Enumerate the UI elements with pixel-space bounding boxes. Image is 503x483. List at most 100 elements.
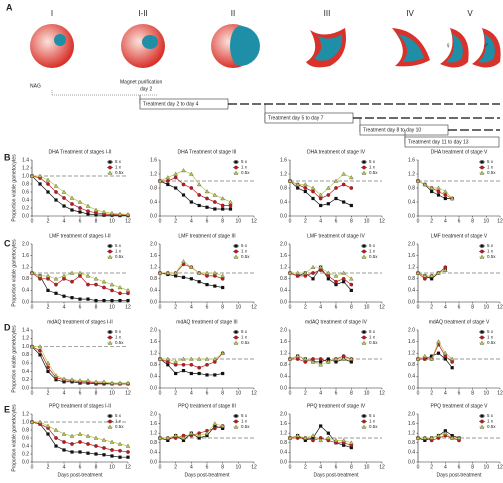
marker — [303, 189, 307, 194]
legend-label: 0.5x — [487, 254, 496, 259]
treatment-label: Treatment day 2 to day 4 — [143, 101, 199, 107]
marker — [69, 433, 75, 438]
marker — [221, 426, 225, 430]
x-tick-label: 6 — [335, 218, 338, 224]
marker — [212, 426, 217, 431]
marker — [61, 376, 67, 381]
marker — [165, 435, 171, 440]
legend-marker — [479, 424, 485, 429]
marker — [334, 283, 338, 287]
legend-marker — [361, 340, 367, 345]
y-tick-label: 0.8 — [280, 276, 287, 282]
x-tick-label: 4 — [190, 390, 193, 396]
y-tick-label: 1.2 — [22, 411, 29, 417]
marker — [53, 427, 59, 432]
marker — [77, 378, 83, 383]
y-tick-label: 1.2 — [22, 265, 29, 271]
marker — [212, 360, 217, 364]
x-tick-label: 0 — [289, 304, 292, 310]
marker — [311, 271, 315, 275]
marker — [326, 359, 331, 364]
x-tick-label: 2 — [304, 390, 307, 396]
marker — [101, 279, 107, 284]
marker — [181, 259, 186, 264]
marker — [415, 178, 421, 183]
marker — [45, 360, 51, 365]
marker — [311, 438, 315, 443]
marker — [166, 182, 170, 187]
x-tick-label: 10 — [236, 218, 242, 224]
marker — [205, 283, 209, 287]
y-tick-label: 0.8 — [22, 352, 29, 358]
marker — [450, 366, 454, 370]
y-tick-label: 1.6 — [408, 339, 415, 345]
marker — [77, 431, 83, 436]
marker — [70, 450, 74, 454]
x-tick-label: 6 — [206, 390, 209, 396]
marker — [326, 193, 331, 197]
marker — [29, 270, 35, 275]
marker — [165, 270, 171, 275]
y-tick-label: 0.2 — [22, 205, 29, 211]
x-tick-label: 10 — [236, 390, 242, 396]
legend-label: 5 x — [241, 243, 248, 248]
y-tick-label: 0.0 — [280, 385, 287, 391]
legend-marker — [233, 424, 239, 429]
marker — [94, 298, 98, 303]
legend-marker — [362, 414, 366, 418]
x-tick-label: 12 — [379, 304, 385, 310]
x-tick-label: 0 — [159, 304, 162, 310]
marker — [220, 273, 225, 278]
chart-title: PPQ treatment of stage V — [431, 403, 489, 409]
marker — [126, 455, 130, 459]
marker — [196, 356, 202, 361]
marker — [46, 276, 50, 281]
chart-title: DHA Treatment of stages I-II — [48, 149, 111, 155]
marker — [326, 435, 331, 440]
y-tick-label: 0.0 — [150, 213, 157, 219]
marker — [422, 276, 427, 281]
chart-title: DHA treatment of stage IV — [307, 149, 366, 155]
marker — [349, 446, 353, 450]
marker — [69, 195, 75, 200]
marker — [94, 213, 98, 217]
female-symbol: ♀ — [445, 41, 451, 50]
legend-label: 5 x — [241, 159, 248, 164]
y-tick-label: 0.8 — [408, 362, 415, 368]
legend-marker — [361, 424, 367, 429]
marker — [349, 175, 354, 180]
x-tick-label: 4 — [190, 304, 193, 310]
chart-title: mdAQ treatment of stage V — [429, 319, 490, 325]
marker — [110, 288, 114, 293]
legend-marker — [108, 165, 112, 170]
marker — [86, 297, 90, 301]
marker — [349, 356, 354, 361]
marker — [189, 356, 194, 361]
x-tick-label: 12 — [497, 464, 503, 470]
stage-label: I — [51, 9, 53, 18]
x-tick-label: 6 — [335, 304, 338, 310]
legend-label: 0.5x — [241, 254, 250, 259]
x-tick-label: 0 — [159, 390, 162, 396]
y-tick-label: 0.4 — [280, 450, 287, 456]
panel-label: D — [4, 322, 11, 332]
legend-label: 0.5x — [487, 170, 496, 175]
marker — [213, 284, 217, 288]
x-tick-label: 0 — [31, 464, 34, 470]
marker — [204, 189, 210, 194]
legend-label: 0.5x — [115, 340, 124, 345]
marker — [287, 435, 293, 440]
y-tick-label: 1.6 — [408, 421, 415, 427]
y-tick-label: 0.8 — [280, 440, 287, 446]
male-symbol: ♂ — [483, 41, 489, 50]
y-tick-label: 0.0 — [408, 299, 415, 305]
legend-label: 1 x — [115, 419, 122, 424]
marker — [422, 357, 427, 361]
marker — [86, 212, 90, 216]
x-tick-label: 2 — [304, 218, 307, 224]
y-tick-label: 0.0 — [408, 459, 415, 465]
magnet-label: Magnet purification — [120, 79, 162, 85]
marker — [45, 273, 51, 278]
legend-label: 0.5x — [241, 170, 250, 175]
marker — [326, 277, 330, 281]
